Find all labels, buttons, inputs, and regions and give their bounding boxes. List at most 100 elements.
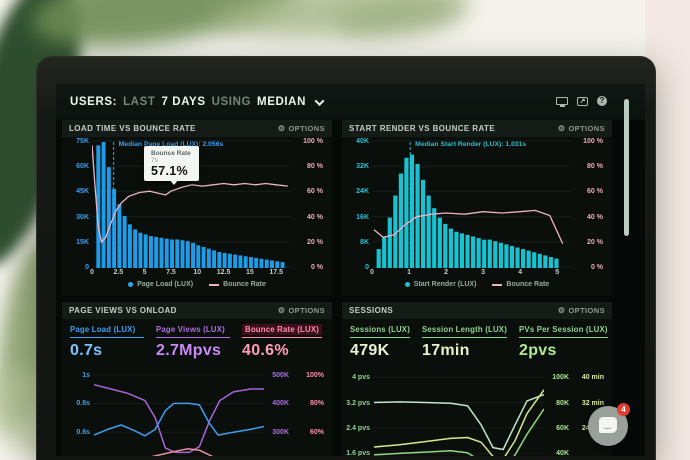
axis-tick-row: 80K 32 min	[556, 399, 604, 407]
x-tick: 2	[444, 269, 449, 276]
notification-badge: 4	[617, 403, 630, 416]
gear-icon: ⚙	[277, 305, 286, 315]
axis-tick: 100 %	[303, 138, 323, 145]
legend-line-icon	[209, 283, 220, 286]
legend: Start Render (LUX) Bounce Rate	[342, 281, 612, 288]
metric-value: 479K	[350, 342, 390, 359]
gear-icon: ⚙	[277, 123, 286, 133]
options-button[interactable]: ⚙ OPTIONS	[278, 306, 325, 315]
sessions-chart[interactable]	[374, 366, 544, 456]
tooltip-sub: 7s	[151, 157, 158, 164]
axis-tick: 75K	[76, 138, 89, 145]
panel-header: PAGE VIEWS VS ONLOAD ⚙ OPTIONS	[62, 302, 332, 319]
axis-tick: 20 %	[587, 238, 603, 246]
page-views-chart[interactable]	[94, 366, 264, 456]
metric-page-load[interactable]: Page Load (LUX) 0.7s	[70, 325, 144, 360]
chart-canvas	[374, 376, 544, 456]
panel-title: LOAD TIME VS BOUNCE RATE	[69, 124, 196, 133]
axis-tick: 4 pvs	[352, 374, 370, 382]
metric-session-length[interactable]: Session Length (LUX) 17min	[422, 325, 508, 360]
axis-tick: 0.8s	[76, 400, 90, 408]
options-button[interactable]: ⚙ OPTIONS	[278, 124, 325, 133]
y-axis-right: 100 % 80 % 60 % 40 % 20 % 0 %	[292, 138, 326, 271]
axis-tick-row: 100K 40 min	[552, 374, 604, 382]
metric-bounce-rate[interactable]: Bounce Rate (LUX) 40.6%	[242, 324, 323, 360]
y-axis-left: 75K 60K 45K 30K 15K 0	[66, 138, 92, 271]
x-tick: 1	[407, 269, 411, 276]
y-axis-left: 4 pvs 3.2 pvs 2.4 pvs 1.6 pvs	[346, 366, 374, 456]
axis-tick: 60K	[76, 163, 89, 171]
tooltip: Bounce Rate 7s 57.1%	[144, 146, 199, 185]
x-tick: 10	[193, 269, 202, 276]
series-Sessions	[374, 393, 544, 451]
axis-tick: 0	[365, 264, 369, 271]
x-tick: 4	[518, 269, 523, 276]
axis-tick: 40 %	[587, 213, 603, 221]
gear-icon: ⚙	[557, 305, 566, 315]
monitor-icon[interactable]	[556, 97, 568, 107]
metric-value: 0.7s	[70, 342, 103, 359]
axis-tick: 60 %	[307, 188, 323, 196]
y-axis-right: 100 % 80 % 60 % 40 % 20 % 0 %	[572, 138, 606, 271]
x-tick: 7.5	[166, 269, 176, 276]
share-icon[interactable]: ↗	[577, 96, 588, 106]
legend-label: Page Load (LUX)	[137, 281, 194, 288]
gear-icon: ⚙	[557, 123, 566, 133]
panel-title: START RENDER VS BOUNCE RATE	[349, 124, 496, 133]
panel-start-render: START RENDER VS BOUNCE RATE ⚙ OPTIONS 40K…	[342, 120, 612, 296]
metrics-row: Page Load (LUX) 0.7s Page Views (LUX) 2.…	[62, 319, 332, 363]
median-annotation: Median Page Load (LUX): 2.056s	[118, 141, 224, 148]
x-tick: 5	[142, 269, 147, 276]
metric-value: 2.7Mpvs	[156, 342, 222, 359]
chart-canvas	[92, 140, 292, 268]
start-render-chart[interactable]: Median Start Render (LUX): 1.031s	[372, 140, 572, 268]
title-days: 7 DAYS	[161, 96, 206, 108]
series-Page Views	[94, 383, 264, 454]
metric-value: 17min	[422, 342, 470, 359]
metric-pvs-per-session[interactable]: PVs Per Session (LUX) 2pvs	[519, 325, 608, 360]
y-axis-left: 40K 32K 24K 16K 8K 0	[346, 138, 372, 271]
legend-item: Page Load (LUX)	[128, 281, 193, 288]
legend-label: Start Render (LUX)	[413, 281, 477, 288]
metric-page-views[interactable]: Page Views (LUX) 2.7Mpvs	[156, 325, 230, 360]
x-tick: 12.5	[216, 269, 231, 276]
axis-tick: 0	[85, 264, 89, 271]
load-time-chart[interactable]: Median Page Load (LUX): 2.056s Bounce Ra…	[92, 140, 292, 268]
title-last: LAST	[123, 96, 156, 108]
chart-canvas	[372, 140, 572, 268]
options-label: OPTIONS	[568, 306, 605, 315]
options-button[interactable]: ⚙ OPTIONS	[558, 306, 605, 315]
axis-tick-row: 40K	[556, 450, 569, 456]
x-axis: 0 2.5 5 7.5 10 12.5 15 17.5	[90, 269, 292, 279]
scrollbar[interactable]	[624, 99, 629, 236]
legend-item: Bounce Rate	[209, 281, 266, 288]
axis-tick: 1.6 pvs	[346, 450, 370, 456]
metric-sessions[interactable]: Sessions (LUX) 479K	[350, 325, 410, 360]
x-tick: 0	[370, 269, 374, 276]
median-annotation: Median Start Render (LUX): 1.031s	[415, 141, 527, 148]
metric-label: Page Views (LUX)	[156, 325, 230, 338]
y-axis-left: 1s0.8s0.6s0.4s	[66, 366, 94, 456]
dashboard-title[interactable]: USERS: LAST 7 DAYS USING MEDIAN	[70, 95, 325, 108]
tooltip-value: 57.1%	[151, 164, 188, 178]
axis-tick: 2.4 pvs	[346, 424, 370, 432]
axis-tick: 8K	[360, 238, 369, 246]
panel-title: PAGE VIEWS VS ONLOAD	[69, 306, 177, 315]
axis-tick: 3.2 pvs	[346, 399, 370, 407]
help-icon[interactable]: ?	[597, 96, 607, 106]
axis-tick: 0 %	[590, 264, 603, 271]
dashboard-header: USERS: LAST 7 DAYS USING MEDIAN ↗ ?	[56, 84, 645, 120]
chat-widget-button[interactable]: 4	[588, 403, 630, 446]
chevron-down-icon[interactable]	[314, 95, 325, 106]
options-button[interactable]: ⚙ OPTIONS	[558, 124, 605, 133]
axis-tick: 1s	[82, 371, 90, 379]
panel-title: SESSIONS	[349, 306, 394, 315]
axis-tick: 20 %	[307, 238, 323, 246]
axis-tick: 32K	[356, 163, 369, 171]
x-tick: 3	[481, 269, 486, 276]
axis-tick-row: 300K 60%	[272, 429, 324, 437]
panel-page-views: PAGE VIEWS VS ONLOAD ⚙ OPTIONS Page Load …	[62, 302, 332, 456]
axis-tick: 80 %	[307, 163, 323, 171]
metric-label: Page Load (LUX)	[70, 325, 144, 338]
